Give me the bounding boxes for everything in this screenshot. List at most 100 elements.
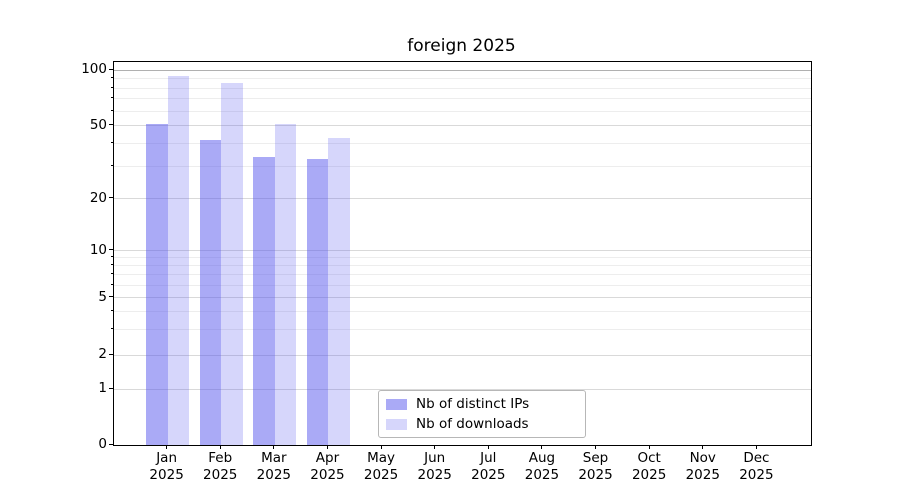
minor-gridline	[114, 311, 811, 313]
x-tick-month: Dec	[743, 450, 770, 466]
x-tick-year: 2025	[417, 467, 452, 483]
y-tick-label: 1	[98, 380, 107, 397]
minor-gridline	[114, 143, 811, 145]
y-minor-tick-mark	[111, 273, 113, 275]
minor-gridline	[114, 274, 811, 276]
x-tick-label: May 2025	[349, 450, 413, 484]
legend-label: Nb of downloads	[416, 415, 529, 432]
y-tick-mark	[109, 197, 113, 199]
y-minor-tick-mark	[111, 142, 113, 144]
major-gridline	[114, 354, 811, 356]
x-tick-mark	[219, 445, 221, 449]
bar-jan-downloads	[167, 76, 190, 445]
x-tick-month: Oct	[637, 450, 661, 466]
y-minor-tick-mark	[111, 77, 113, 79]
bar-mar-downloads	[274, 124, 297, 445]
x-tick-year: 2025	[524, 467, 560, 483]
y-tick-mark	[109, 124, 113, 126]
x-tick-month: May	[367, 450, 396, 466]
minor-gridline	[114, 87, 811, 89]
minor-gridline	[114, 257, 811, 259]
x-tick-month: Jul	[480, 450, 497, 466]
x-tick-mark	[326, 445, 328, 449]
minor-gridline	[114, 78, 811, 80]
y-tick-mark	[109, 387, 113, 389]
x-tick-mark	[595, 445, 597, 449]
y-minor-tick-mark	[111, 283, 113, 285]
x-tick-label: Dec 2025	[724, 450, 788, 484]
x-tick-year: 2025	[149, 467, 184, 483]
y-minor-tick-mark	[111, 109, 113, 111]
x-tick-mark	[273, 445, 275, 449]
x-tick-month: Jan	[156, 450, 178, 466]
x-tick-year: 2025	[578, 467, 613, 483]
x-tick-label: Aug 2025	[510, 450, 574, 484]
legend-item: Nb of distinct IPs	[386, 396, 577, 413]
x-tick-label: Apr 2025	[295, 450, 359, 484]
legend: Nb of distinct IPs Nb of downloads	[378, 390, 586, 438]
minor-gridline	[114, 110, 811, 112]
bar-mar-distinct-ips	[253, 156, 275, 445]
x-tick-label: Jan 2025	[135, 450, 199, 484]
x-tick-year: 2025	[363, 467, 399, 483]
major-gridline	[114, 125, 811, 127]
major-gridline	[114, 198, 811, 200]
y-minor-tick-mark	[111, 264, 113, 266]
x-tick-mark	[648, 445, 650, 449]
x-tick-label: Mar 2025	[242, 450, 306, 484]
y-tick-mark	[109, 296, 113, 298]
x-tick-label: Feb 2025	[188, 450, 252, 484]
x-tick-label: Oct 2025	[617, 450, 681, 484]
y-tick-label: 50	[89, 116, 107, 133]
x-tick-month: Apr	[315, 450, 340, 466]
y-tick-label: 10	[89, 241, 107, 258]
x-tick-year: 2025	[685, 467, 720, 483]
minor-gridline	[114, 98, 811, 100]
x-tick-mark	[166, 445, 168, 449]
y-minor-tick-mark	[111, 86, 113, 88]
minor-gridline	[114, 265, 811, 267]
legend-swatch-distinct-ips	[386, 398, 407, 410]
x-tick-year: 2025	[631, 467, 667, 483]
y-tick-label: 20	[89, 189, 107, 206]
major-gridline	[114, 250, 811, 251]
y-minor-tick-mark	[111, 310, 113, 312]
x-tick-year: 2025	[739, 467, 774, 483]
x-tick-label: Sep 2025	[564, 450, 628, 484]
major-gridline	[114, 69, 811, 71]
x-tick-mark	[755, 445, 757, 449]
minor-gridline	[114, 329, 811, 331]
y-minor-tick-mark	[111, 165, 113, 167]
y-tick-mark	[109, 443, 113, 445]
y-tick-mark	[109, 68, 113, 70]
plot-area	[113, 61, 812, 446]
x-tick-month: Nov	[689, 450, 716, 466]
y-tick-label: 2	[98, 346, 107, 363]
y-tick-label: 5	[98, 288, 107, 305]
major-gridline	[114, 388, 811, 390]
chart-title: foreign 2025	[407, 36, 516, 56]
x-tick-month: Mar	[261, 450, 287, 466]
bar-jan-distinct-ips	[146, 124, 168, 445]
x-tick-year: 2025	[471, 467, 506, 483]
y-minor-tick-mark	[111, 256, 113, 258]
bar-feb-distinct-ips	[199, 139, 222, 445]
y-minor-tick-mark	[111, 97, 113, 99]
legend-label: Nb of distinct IPs	[416, 395, 530, 412]
x-tick-mark	[702, 445, 704, 449]
y-tick-label: 100	[81, 61, 107, 78]
x-tick-mark	[434, 445, 436, 449]
x-tick-month: Sep	[582, 450, 609, 466]
y-minor-tick-mark	[111, 328, 113, 330]
bar-apr-distinct-ips	[306, 159, 329, 445]
minor-gridline	[114, 166, 811, 168]
legend-swatch-downloads	[386, 418, 407, 430]
y-tick-label: 0	[98, 436, 107, 452]
legend-item: Nb of downloads	[386, 416, 577, 433]
x-tick-label: Nov 2025	[671, 450, 735, 484]
minor-gridline	[114, 284, 811, 286]
x-tick-year: 2025	[310, 467, 345, 483]
x-tick-mark	[541, 445, 543, 449]
bar-feb-downloads	[221, 83, 243, 445]
